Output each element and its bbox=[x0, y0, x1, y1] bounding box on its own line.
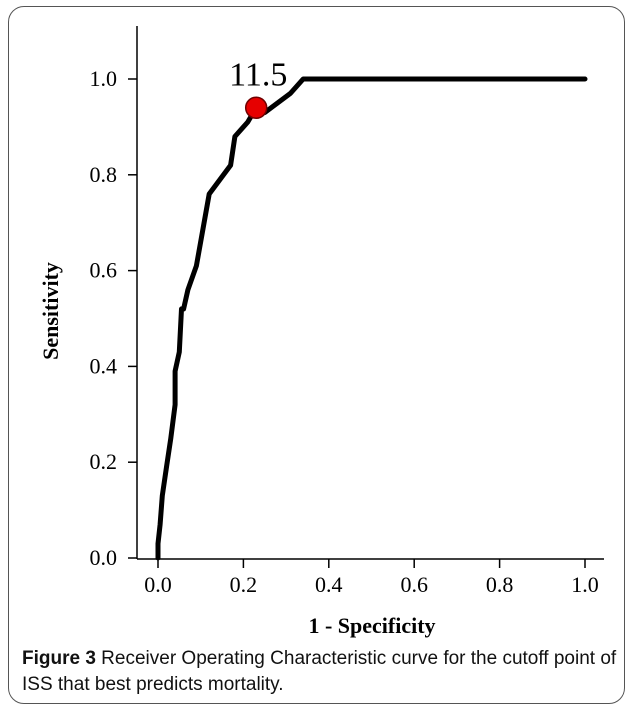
x-tick-label: 0.6 bbox=[400, 572, 428, 597]
y-tick-label: 0.6 bbox=[90, 258, 118, 283]
roc-curve-line bbox=[155, 76, 588, 561]
roc-chart: 0.0 0.2 0.4 0.6 0.8 1.0 0.0 0.2 0.4 0.6 0.8 1.0 Se… bbox=[38, 26, 604, 638]
x-tick-label: 0.4 bbox=[315, 572, 343, 597]
y-tick-label: 0.4 bbox=[90, 353, 118, 378]
x-tick-label: 0.0 bbox=[144, 572, 172, 597]
x-tick-label: 1.0 bbox=[571, 572, 599, 597]
y-tick-label: 0.2 bbox=[90, 449, 118, 474]
y-tick-label: 0.0 bbox=[90, 545, 118, 570]
caption-text: Receiver Operating Characteristic curve … bbox=[22, 648, 617, 695]
y-axis-title: Sensitivity bbox=[38, 262, 63, 360]
y-ticks: 0.0 0.2 0.4 0.6 0.8 1.0 bbox=[90, 66, 137, 570]
figure-frame bbox=[8, 6, 625, 704]
axes bbox=[136, 26, 604, 560]
x-tick-label: 0.8 bbox=[486, 572, 514, 597]
caption-label: Figure 3 bbox=[22, 648, 96, 669]
x-tick-label: 0.2 bbox=[230, 572, 258, 597]
y-tick-label: 0.8 bbox=[90, 162, 118, 187]
figure-caption: Figure 3 Receiver Operating Characterist… bbox=[22, 646, 618, 698]
y-tick-label: 1.0 bbox=[90, 66, 118, 91]
cutoff-point-marker bbox=[244, 96, 268, 119]
x-axis-title: 1 - Specificity bbox=[308, 613, 435, 638]
cutoff-point-label: 11.5 bbox=[229, 57, 287, 94]
x-ticks: 0.0 0.2 0.4 0.6 0.8 1.0 bbox=[144, 559, 599, 597]
